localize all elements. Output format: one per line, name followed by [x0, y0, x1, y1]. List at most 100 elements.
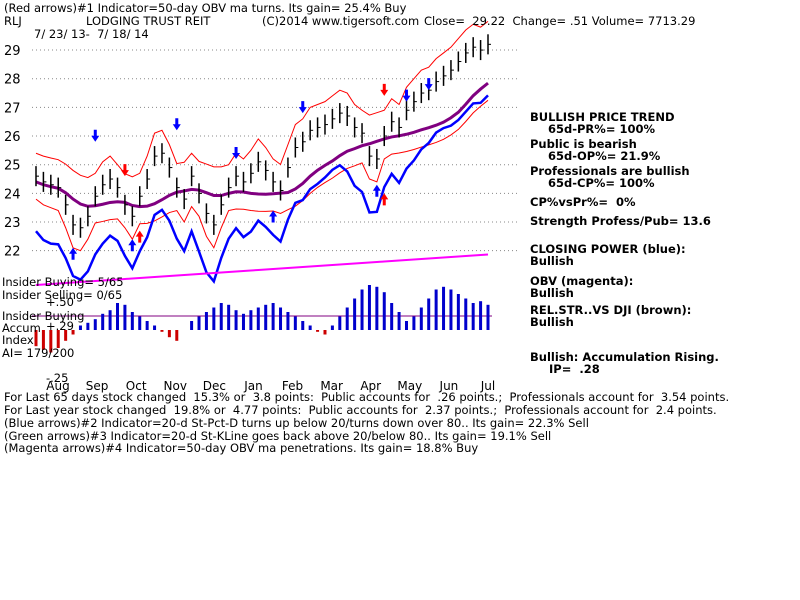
sell-arrow-icon — [120, 164, 129, 177]
professionals-bullish: Professionals are bullish — [530, 164, 690, 178]
accum-bar — [116, 303, 120, 330]
accum-bar — [167, 330, 171, 338]
signal-arrows — [69, 78, 433, 260]
accum-bar — [464, 298, 468, 330]
accum-bar — [234, 310, 238, 330]
obv-line — [35, 253, 489, 286]
accum-bar — [49, 330, 53, 353]
accum-bar — [56, 330, 60, 348]
accum-bar — [486, 304, 490, 330]
buy-arrow-icon — [372, 184, 381, 197]
x-month-label: Apr — [360, 379, 381, 393]
accum-bar — [41, 330, 45, 350]
accum-bar — [153, 325, 157, 330]
date-range: 7/ 23/ 13- 7/ 18/ 14 — [34, 27, 149, 41]
y-tick-label: 25 — [4, 159, 21, 174]
buy-arrow-icon — [135, 230, 144, 243]
insider-buying-2: Insider Buying — [2, 309, 85, 323]
accum-label: Accum — [2, 321, 41, 335]
ma-line — [35, 81, 489, 209]
accum-bar — [197, 316, 201, 330]
accum-bar — [338, 316, 342, 330]
accum-bar — [78, 325, 82, 330]
sell-arrow-icon — [91, 129, 100, 142]
ai-label: AI= 179/200 — [2, 346, 75, 360]
obv-line — [35, 253, 489, 286]
accum-bar — [227, 304, 231, 330]
footer-65day: For Last 65 days stock changed 15.3% or … — [4, 390, 730, 404]
buy-arrow-icon — [269, 210, 278, 223]
y-tick-label: 29 — [4, 44, 21, 59]
accumulation-histogram — [34, 285, 490, 353]
footer-magenta-arrows: (Magenta arrows)#4 Indicator=50-day OBV … — [4, 441, 479, 455]
accum-bar — [64, 330, 68, 341]
accum-bar — [308, 325, 312, 330]
accum-bar — [101, 313, 105, 330]
y-tick-label: 22 — [4, 245, 21, 260]
copyright: (C)2014 www.tigersoft.com — [262, 14, 420, 28]
y-tick-label: 27 — [4, 101, 21, 116]
accum-bar — [190, 321, 194, 330]
ip-value: IP= .28 — [549, 362, 600, 376]
accum-bar — [404, 321, 408, 330]
accum-bar — [353, 298, 357, 330]
x-month-label: Feb — [282, 379, 303, 393]
x-month-label: Dec — [203, 379, 226, 393]
accum-bar — [456, 294, 460, 330]
accum-bar — [138, 316, 142, 330]
accum-bar — [397, 312, 401, 330]
x-month-label: Jan — [243, 379, 263, 393]
bullish-price-trend: BULLISH PRICE TREND — [530, 110, 675, 124]
accum-bar — [279, 307, 283, 330]
accum-bar — [360, 289, 364, 330]
x-month-label: Jul — [480, 379, 495, 393]
y-tick-label: 23 — [4, 216, 21, 231]
sell-arrow-icon — [424, 78, 433, 91]
closing-power-line — [35, 94, 489, 284]
sell-arrow-icon — [402, 89, 411, 102]
accumulation-rising: Bullish: Accumulation Rising. — [530, 350, 719, 364]
x-month-label: Aug — [46, 379, 69, 393]
accum-bar — [212, 307, 216, 330]
closing-power — [35, 94, 489, 284]
bollinger-bands — [35, 21, 489, 252]
accum-bar — [204, 312, 208, 330]
accum-bar — [241, 313, 245, 330]
ticker-symbol: RLJ — [4, 14, 22, 28]
accum-bar — [390, 303, 394, 330]
accum-bar — [130, 312, 134, 330]
accum-bar — [434, 289, 438, 330]
accum-bar — [123, 304, 127, 330]
accum-bar — [160, 330, 164, 332]
accum-bar — [108, 310, 112, 330]
x-month-label: Mar — [320, 379, 343, 393]
company-name: LODGING TRUST REIT — [86, 14, 211, 28]
accum-bar — [412, 316, 416, 330]
accum-tick-minus25: -.25 — [46, 371, 69, 385]
x-month-label: Sep — [86, 379, 109, 393]
buy-arrow-icon — [380, 193, 389, 206]
accum-bar — [427, 298, 431, 330]
relstr-status: Bullish — [530, 315, 574, 329]
public-bearish: Public is bearish — [530, 137, 637, 151]
signal-1-text: (Red arrows)#1 Indicator=50-day OBV ma t… — [4, 1, 407, 15]
accum-bar — [71, 330, 75, 335]
accum-bar — [286, 312, 290, 330]
relstr-label: REL.STR..VS DJI (brown): — [530, 303, 692, 317]
accum-bar — [145, 321, 149, 330]
x-month-label: Nov — [164, 379, 187, 393]
op-percent: 65d-OP%= 21.9% — [548, 149, 661, 163]
y-axis-ticks: 29 28 27 26 25 24 23 22 — [4, 44, 21, 260]
price-series — [35, 34, 491, 238]
accum-bar — [375, 286, 379, 330]
quote-line: Close= 29.22 Change= .51 Volume= 7713.29 — [424, 14, 696, 28]
accum-bar — [249, 310, 253, 330]
accum-bar — [301, 321, 305, 330]
accum-bar — [316, 330, 320, 332]
insider-buying: Insider Buying= 5/65 — [2, 275, 124, 289]
index-label: Index — [2, 333, 34, 347]
x-month-label: Oct — [126, 379, 147, 393]
accum-bar — [449, 289, 453, 330]
accum-tick-plus50: +.50 — [46, 295, 74, 309]
